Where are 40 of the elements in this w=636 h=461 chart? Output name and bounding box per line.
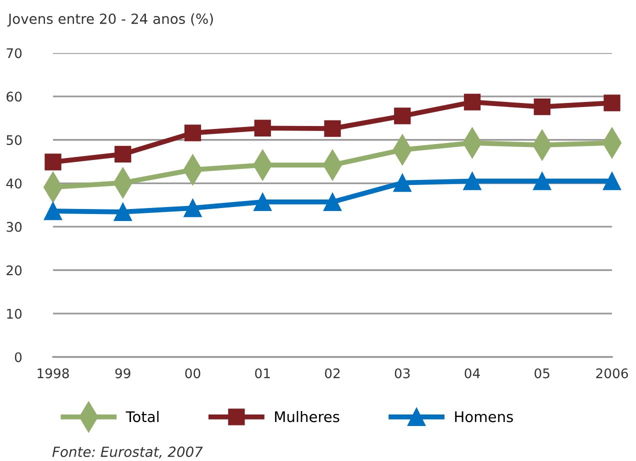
x-tick-label: 1998 <box>38 368 69 378</box>
x-tick-label: 01 <box>255 368 270 378</box>
point <box>323 192 342 211</box>
point <box>394 108 411 124</box>
y-tick-label: 20 <box>6 265 22 276</box>
y-tick-label: 10 <box>7 308 22 319</box>
y-tick-label: 60 <box>6 92 22 102</box>
point <box>184 124 202 142</box>
point <box>463 172 482 190</box>
legend-label: Mulheres <box>275 410 340 422</box>
x-tick-label: 00 <box>185 368 200 378</box>
x-tick-label: 2006 <box>596 368 628 378</box>
point <box>393 174 412 192</box>
x-tick-label: 04 <box>464 368 480 378</box>
y-tick-label: 40 <box>6 178 22 188</box>
point <box>254 192 272 211</box>
legend-label: Homens <box>455 411 513 422</box>
point <box>184 199 202 218</box>
y-tick-label: 0 <box>14 352 22 362</box>
y-axis-title: Jovens entre 20 - 24 anos (%) <box>7 13 213 27</box>
y-tick-label: 70 <box>6 48 22 58</box>
point <box>114 202 132 221</box>
point <box>533 172 552 190</box>
x-tick-label: 99 <box>115 368 130 378</box>
point <box>44 202 62 220</box>
point <box>254 120 271 136</box>
legend-label: Total <box>126 410 159 422</box>
x-tick-label: 02 <box>324 368 340 378</box>
point <box>44 154 62 170</box>
point <box>464 94 481 110</box>
point <box>604 94 620 112</box>
point <box>534 98 550 116</box>
point <box>114 146 132 163</box>
y-tick-label: 30 <box>6 222 22 232</box>
point <box>602 172 622 190</box>
point <box>324 120 341 137</box>
x-tick-label: 05 <box>534 368 550 378</box>
source-note: Fonte: Eurostat, 2007 <box>52 446 203 458</box>
y-tick-label: 50 <box>6 135 22 146</box>
x-tick-label: 03 <box>394 368 410 378</box>
